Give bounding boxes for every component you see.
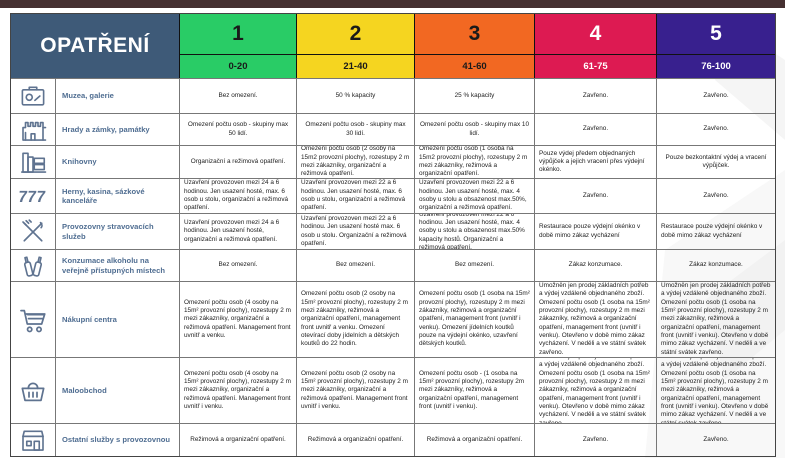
table-row: Knihovny Organizační a režimová opatření… xyxy=(11,145,775,178)
table-row: Maloobchod Omezení počtu osob (4 osoby n… xyxy=(11,357,775,423)
cell-hrady-4: Zavřeno. xyxy=(535,114,657,145)
castle-icon xyxy=(11,114,56,145)
table-row: Nákupní centra Omezení počtu osob (4 oso… xyxy=(11,281,775,357)
table-row: Ostatní služby s provozovnou Režimová a … xyxy=(11,423,775,456)
bottles-icon xyxy=(11,250,56,281)
top-strip xyxy=(0,0,785,8)
level-4-header: 4 61-75 xyxy=(535,14,657,78)
cell-knihovny-2: Omezení počtu osob (2 osoby na 15m2 prov… xyxy=(297,146,415,178)
cell-alkohol-5: Zákaz konzumace. xyxy=(689,261,743,269)
cell-knihovny-1: Organizační a režimová opatření. xyxy=(180,146,297,178)
cell-stravovaci-1: Uzavření provozoven mezi 24 a 6 hodinou.… xyxy=(180,214,297,249)
cell-maloobchod-3: Omezení počtu osob - (1 osoba na 15m² pr… xyxy=(415,358,535,423)
cell-alkohol-1: Bez omezení. xyxy=(180,250,297,281)
cell-stravovaci-3: Uzavření provozoven mezi 22 a 6 hodinou.… xyxy=(415,214,535,249)
basket-icon xyxy=(11,358,56,423)
level-5-header: 5 76-100 xyxy=(657,14,775,78)
cell-ostatni-5: Zavřeno. xyxy=(703,435,729,443)
cell-knihovny-4: Pouze výdej předem objednaných výpůjček … xyxy=(535,146,657,178)
cell-alkohol-2: Bez omezení. xyxy=(297,250,415,281)
level-2-range: 21-40 xyxy=(297,54,414,78)
slots-777-icon: 777 xyxy=(11,179,56,213)
cell-alkohol-3: Bez omezení. xyxy=(415,250,535,281)
table-row: Hrady a zámky, památky Omezení počtu oso… xyxy=(11,113,775,145)
cell-hrady-2: Omezení počtu osob - skupiny max 30 lidí… xyxy=(297,114,415,145)
level-4-number: 4 xyxy=(589,22,602,45)
cell-ostatni-3: Režimová a organizační opatření. xyxy=(415,424,535,456)
cell-ostatni-2: Režimová a organizační opatření. xyxy=(297,424,415,456)
cell-ostatni-1: Režimová a organizační opatření. xyxy=(180,424,297,456)
cart-icon xyxy=(11,282,56,357)
level-2-header: 2 21-40 xyxy=(297,14,415,78)
cell-nakupni-5: Umožněn jen prodej základních potřeb a v… xyxy=(661,282,771,356)
level-2-number: 2 xyxy=(349,22,362,45)
level-5-number: 5 xyxy=(710,22,722,45)
row-label-hrady: Hrady a zámky, památky xyxy=(56,114,180,145)
level-3-number: 3 xyxy=(468,22,481,45)
cell-muzea-2: 50 % kapacity xyxy=(297,79,415,113)
svg-text:777: 777 xyxy=(18,188,47,206)
cell-maloobchod-2: Omezení počtu osob (2 osoby na 15m² prov… xyxy=(297,358,415,423)
level-1-number: 1 xyxy=(232,22,244,45)
level-3-range: 41-60 xyxy=(415,54,534,78)
level-3-header: 3 41-60 xyxy=(415,14,535,78)
row-label-knihovny: Knihovny xyxy=(56,146,180,178)
table-row: Provozovny stravovacích služeb Uzavření … xyxy=(11,213,775,249)
cell-muzea-1: Bez omezení. xyxy=(180,79,297,113)
cell-hrady-1: Omezení počtu osob - skupiny max 50 lidí… xyxy=(180,114,297,145)
cell-muzea-5: Zavřeno. xyxy=(703,91,729,99)
measures-table: OPATŘENÍ 1 0-20 2 21-40 3 41-60 4 61-75 … xyxy=(10,13,776,457)
cell-stravovaci-5: Restaurace pouze výdejní okénko v době m… xyxy=(661,223,763,239)
level-1-range: 0-20 xyxy=(180,54,296,78)
cell-hrady-5: Zavřeno. xyxy=(703,125,729,133)
cell-muzea-3: 25 % kapacity xyxy=(415,79,535,113)
cell-hrady-3: Omezení počtu osob - skupiny max 10 lidí… xyxy=(415,114,535,145)
cell-knihovny-5: Pouze bezkontaktní výdej a vracení výpůj… xyxy=(665,153,767,169)
level-1-header: 1 0-20 xyxy=(180,14,297,78)
row-label-maloobchod: Maloobchod xyxy=(56,358,180,423)
cell-alkohol-4: Zákaz konzumace. xyxy=(535,250,657,281)
page-title: OPATŘENÍ xyxy=(11,14,180,78)
cell-muzea-4: Zavřeno. xyxy=(535,79,657,113)
museum-icon xyxy=(11,79,56,113)
cell-herny-2: Uzavření provozoven mezi 22 a 6 hodinou.… xyxy=(297,179,415,213)
cell-nakupni-2: Omezení počtu osob (2 osoby na 15m² prov… xyxy=(297,282,415,357)
cell-maloobchod-5: Umožněn jen prodej základních potřeb a v… xyxy=(661,358,770,423)
row-label-herny: Herny, kasina, sázkové kanceláře xyxy=(56,179,180,213)
cell-stravovaci-4: Restaurace pouze výdejní okénko v době m… xyxy=(535,214,657,249)
cell-maloobchod-4: Umožněn jen prodej základních potřeb a v… xyxy=(535,358,657,423)
row-label-muzea: Muzea, galerie xyxy=(56,79,180,113)
cell-stravovaci-2: Uzavření provozoven mezi 22 a 6 hodinou.… xyxy=(297,214,415,249)
cell-ostatni-4: Zavřeno. xyxy=(535,424,657,456)
table-row: 777 Herny, kasina, sázkové kanceláře Uza… xyxy=(11,178,775,213)
cell-maloobchod-1: Omezení počtu osob (4 osoby na 15m² prov… xyxy=(180,358,297,423)
books-icon xyxy=(11,146,56,178)
cell-herny-1: Uzavření provozoven mezi 24 a 6 hodinou.… xyxy=(180,179,297,213)
cell-herny-4: Zavřeno. xyxy=(535,179,657,213)
table-header: OPATŘENÍ 1 0-20 2 21-40 3 41-60 4 61-75 … xyxy=(11,14,775,78)
table-row: Konzumace alkoholu na veřejně přístupnýc… xyxy=(11,249,775,281)
level-5-range: 76-100 xyxy=(657,54,775,78)
cell-knihovny-3: Omezení počtu osob (1 osoba na 15m2 prov… xyxy=(415,146,535,178)
row-label-stravovaci: Provozovny stravovacích služeb xyxy=(56,214,180,249)
level-4-range: 61-75 xyxy=(535,54,656,78)
cell-nakupni-3: Omezení počtu osob (1 osoba na 15m² prov… xyxy=(415,282,535,357)
storefront-icon xyxy=(11,424,56,456)
cutlery-icon xyxy=(11,214,56,249)
row-label-alkohol: Konzumace alkoholu na veřejně přístupnýc… xyxy=(56,250,180,281)
row-label-nakupni-centra: Nákupní centra xyxy=(56,282,180,357)
cell-herny-5: Zavřeno. xyxy=(703,191,729,199)
table-row: Muzea, galerie Bez omezení. 50 % kapacit… xyxy=(11,78,775,113)
cell-nakupni-4: Umožněn jen prodej základních potřeb a v… xyxy=(535,282,657,357)
cell-nakupni-1: Omezení počtu osob (4 osoby na 15m² prov… xyxy=(180,282,297,357)
cell-herny-3: Uzavření provozoven mezi 22 a 6 hodinou.… xyxy=(415,179,535,213)
row-label-ostatni-sluzby: Ostatní služby s provozovnou xyxy=(56,424,180,456)
